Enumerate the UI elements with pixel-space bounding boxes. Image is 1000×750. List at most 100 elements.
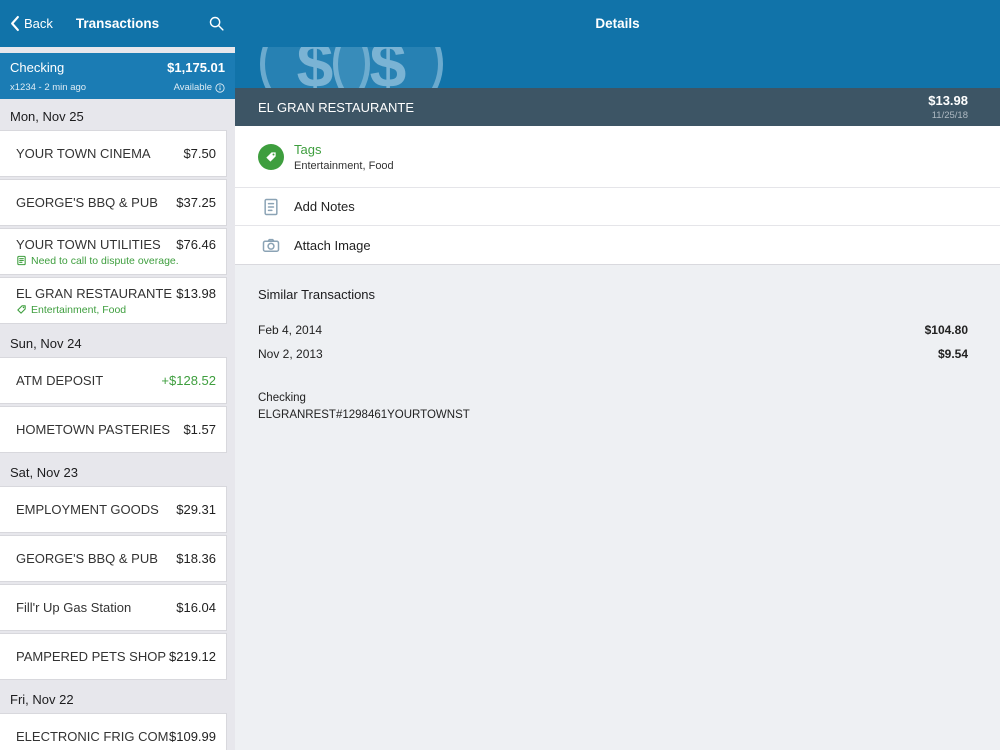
similar-transaction-amount: $104.80 <box>924 323 968 337</box>
tags-value: Entertainment, Food <box>294 159 394 172</box>
details-panel: $ $ EL GRAN RESTAURANTE $13.98 11/25/18 … <box>235 47 1000 750</box>
transaction-merchant: Fill'r Up Gas Station <box>16 600 132 615</box>
transaction-line: HOMETOWN PASTERIES $1.57 <box>16 422 216 437</box>
transaction-row[interactable]: Fill'r Up Gas Station $16.04 <box>0 584 227 631</box>
camera-icon <box>258 235 284 255</box>
date-header: Sun, Nov 24 <box>10 336 82 351</box>
transaction-amount: $109.99 <box>169 729 216 744</box>
available-label: Available <box>174 82 225 93</box>
attach-image-row[interactable]: Attach Image <box>235 226 1000 264</box>
transaction-merchant: ELECTRONIC FRIG COM <box>16 729 169 744</box>
similar-transaction-date: Feb 4, 2014 <box>258 323 323 337</box>
action-list: Tags Entertainment, Food Add Notes Attac… <box>235 126 1000 265</box>
add-notes-row[interactable]: Add Notes <box>235 188 1000 226</box>
detail-amount: $13.98 <box>928 93 968 108</box>
search-button[interactable] <box>208 15 225 32</box>
transaction-row[interactable]: ATM DEPOSIT +$128.52 <box>0 357 227 404</box>
transaction-merchant: ATM DEPOSIT <box>16 373 104 388</box>
transaction-line: Fill'r Up Gas Station $16.04 <box>16 600 216 615</box>
account-name: Checking <box>10 60 65 75</box>
search-icon <box>209 16 224 31</box>
transaction-note-text: Need to call to dispute overage. <box>31 254 179 267</box>
transaction-merchant: GEORGE'S BBQ & PUB <box>16 551 158 566</box>
transaction-note: Need to call to dispute overage. <box>16 255 216 267</box>
transaction-line: ELECTRONIC FRIG COM $109.99 <box>16 729 216 744</box>
back-button[interactable]: Back <box>10 15 53 32</box>
date-header: Sat, Nov 23 <box>10 465 78 480</box>
tags-label: Tags <box>294 141 322 157</box>
transaction-merchant: YOUR TOWN CINEMA <box>16 146 151 161</box>
transaction-amount: +$128.52 <box>161 373 216 388</box>
detail-date: 11/25/18 <box>931 110 968 121</box>
transaction-amount: $29.31 <box>176 502 216 517</box>
transaction-line: ATM DEPOSIT +$128.52 <box>16 373 216 388</box>
transaction-row[interactable]: ELECTRONIC FRIG COM $109.99 <box>0 713 227 750</box>
transaction-line: GEORGE'S BBQ & PUB $37.25 <box>16 195 216 210</box>
notes-icon <box>258 197 284 217</box>
transaction-list: Mon, Nov 25 YOUR TOWN CINEMA $7.50 GEORGE'S… <box>0 99 235 750</box>
back-label: Back <box>24 16 53 31</box>
transaction-row[interactable]: EL GRAN RESTAURANTE $13.98 Entertainment, … <box>0 277 227 324</box>
right-navbar: Details <box>235 0 1000 47</box>
add-notes-label: Add Notes <box>294 199 355 214</box>
transaction-merchant: HOMETOWN PASTERIES <box>16 422 171 437</box>
left-navbar: Back Transactions <box>0 0 235 47</box>
similar-transaction-row[interactable]: Nov 2, 2013 $9.54 <box>235 342 1000 366</box>
transaction-merchant: EL GRAN RESTAURANTE <box>16 285 173 301</box>
transaction-amount: $1.57 <box>183 422 216 437</box>
transaction-line: GEORGE'S BBQ & PUB $18.36 <box>16 551 216 566</box>
account-meta: x1234 - 2 min ago <box>10 82 87 93</box>
transaction-merchant: PAMPERED PETS SHOP <box>16 649 167 664</box>
transaction-row[interactable]: GEORGE'S BBQ & PUB $37.25 <box>0 179 227 226</box>
transactions-panel: Checking $1,175.01 x1234 - 2 min ago Ava… <box>0 47 235 750</box>
transaction-amount: $76.46 <box>176 236 216 252</box>
info-icon[interactable] <box>215 82 225 93</box>
tags-row[interactable]: Tags Entertainment, Food <box>235 126 1000 188</box>
dollar-circle-watermark: $ <box>333 47 443 88</box>
transaction-line: YOUR TOWN UTILITIES $76.46 <box>16 237 216 252</box>
transaction-amount: $16.04 <box>176 600 216 615</box>
similar-transaction-amount: $9.54 <box>937 347 968 361</box>
detail-header-band: EL GRAN RESTAURANTE $13.98 11/25/18 <box>235 88 1000 126</box>
detail-merchant: EL GRAN RESTAURANTE <box>258 99 415 115</box>
similar-transaction-row[interactable]: Feb 4, 2014 $104.80 <box>235 318 1000 342</box>
transaction-row[interactable]: PAMPERED PETS SHOP $219.12 <box>0 633 227 680</box>
transaction-line: EL GRAN RESTAURANTE $13.98 <box>16 286 216 301</box>
transaction-row[interactable]: EMPLOYMENT GOODS $29.31 <box>0 486 227 533</box>
attach-image-label: Attach Image <box>294 237 371 253</box>
account-summary-card[interactable]: Checking $1,175.01 x1234 - 2 min ago Ava… <box>0 53 235 99</box>
transaction-row[interactable]: YOUR TOWN UTILITIES $76.46 Need to call to… <box>0 228 227 275</box>
transaction-line: YOUR TOWN CINEMA $7.50 <box>16 146 216 161</box>
account-balance: $1,175.01 <box>167 60 225 75</box>
transaction-note: Entertainment, Food <box>16 304 216 316</box>
tag-icon <box>258 143 284 170</box>
source-account: Checking <box>258 392 306 404</box>
transaction-note-text: Entertainment, Food <box>31 303 127 316</box>
transaction-row[interactable]: HOMETOWN PASTERIES $1.57 <box>0 406 227 453</box>
transaction-line: PAMPERED PETS SHOP $219.12 <box>16 649 216 664</box>
date-header: Fri, Nov 22 <box>10 692 74 707</box>
memo-icon <box>16 255 27 266</box>
similar-transactions-list: Feb 4, 2014 $104.80 Nov 2, 2013 $9.54 <box>235 318 1000 366</box>
transaction-amount: $7.50 <box>183 146 216 161</box>
chevron-left-icon <box>11 15 19 32</box>
transaction-line: EMPLOYMENT GOODS $29.31 <box>16 502 216 517</box>
tag-icon <box>16 304 27 315</box>
transaction-amount: $219.12 <box>169 649 216 664</box>
details-title: Details <box>595 16 640 31</box>
similar-transaction-date: Nov 2, 2013 <box>258 347 323 361</box>
transaction-row[interactable]: GEORGE'S BBQ & PUB $18.36 <box>0 535 227 582</box>
date-header: Mon, Nov 25 <box>10 109 84 124</box>
source-descriptor: ELGRANREST#1298461YOURTOWNST <box>258 408 470 421</box>
transaction-amount: $37.25 <box>176 195 216 210</box>
transaction-source: Checking ELGRANREST#1298461YOURTOWNST <box>258 390 977 423</box>
transaction-amount: $13.98 <box>176 285 216 301</box>
detail-hero: $ $ <box>235 47 1000 88</box>
transaction-merchant: GEORGE'S BBQ & PUB <box>16 195 158 210</box>
transaction-amount: $18.36 <box>176 551 216 566</box>
available-text: Available <box>173 82 212 93</box>
similar-transactions-title: Similar Transactions <box>258 287 376 302</box>
transaction-merchant: YOUR TOWN UTILITIES <box>16 236 161 252</box>
transaction-row[interactable]: YOUR TOWN CINEMA $7.50 <box>0 130 227 177</box>
transaction-merchant: EMPLOYMENT GOODS <box>16 502 159 517</box>
